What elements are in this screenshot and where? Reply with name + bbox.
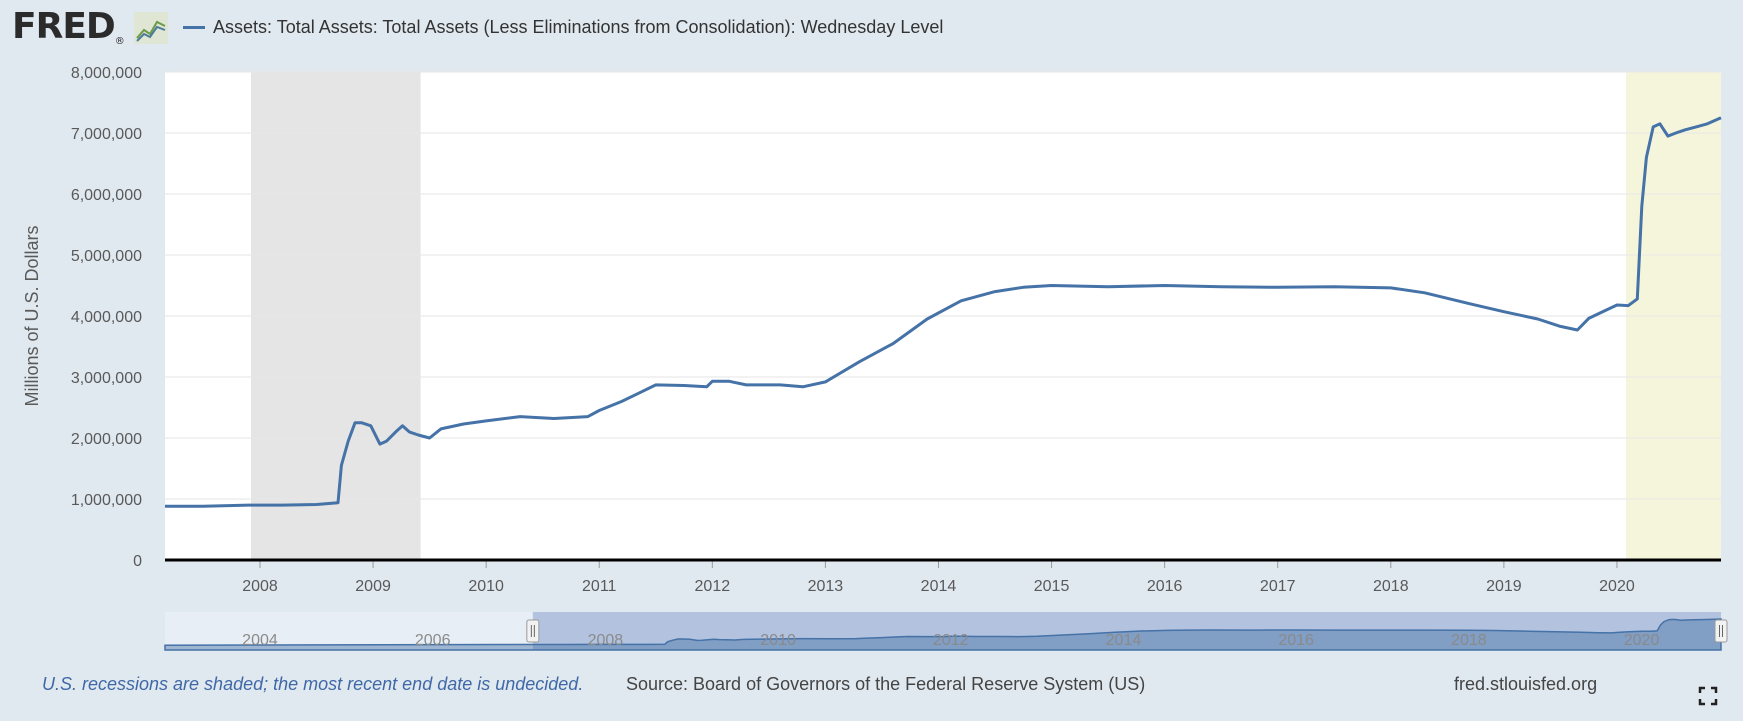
navigator-tick-label: 2008 [588, 632, 624, 649]
header: FRED® Assets: Total Assets: Total Assets… [0, 0, 1743, 56]
x-tick-label: 2017 [1260, 578, 1296, 595]
y-tick-label: 8,000,000 [71, 65, 142, 82]
x-tick-label: 2018 [1373, 578, 1409, 595]
legend-series-name: Assets: Total Assets: Total Assets (Less… [213, 17, 944, 37]
range-navigator[interactable]: 2004 2006 2008 2010 2012 2014 2016 2018 2020 [164, 612, 1728, 651]
navigator-tick-label: 2014 [1106, 632, 1142, 649]
navigator-tick-label: 2012 [933, 632, 969, 649]
legend-swatch [183, 26, 205, 29]
x-tick-label: 2009 [355, 578, 391, 595]
x-tick-label: 2016 [1147, 578, 1183, 595]
navigator-series-area [164, 618, 1722, 651]
y-tick-label: 4,000,000 [71, 309, 142, 326]
navigator-tick-label: 2004 [242, 632, 278, 649]
x-tick-label: 2013 [808, 578, 844, 595]
x-tick-label: 2014 [921, 578, 957, 595]
series-line [165, 116, 1722, 508]
legend[interactable]: Assets: Total Assets: Total Assets (Less… [183, 17, 943, 38]
site-link[interactable]: fred.stlouisfed.org [1454, 674, 1598, 694]
navigator-tick-label: 2018 [1451, 632, 1487, 649]
fred-graph-icon [134, 12, 168, 44]
fred-logo[interactable]: FRED® [12, 6, 125, 47]
fullscreen-icon[interactable] [1698, 686, 1718, 706]
x-tick-label: 2012 [695, 578, 731, 595]
navigator-tick-label: 2020 [1624, 632, 1660, 649]
navigator-tick-label: 2016 [1278, 632, 1314, 649]
y-tick-label: 6,000,000 [71, 187, 142, 204]
y-axis-label: Millions of U.S. Dollars [22, 225, 42, 406]
y-tick-label: 1,000,000 [71, 492, 142, 509]
y-tick-label: 7,000,000 [71, 126, 142, 143]
x-tick-label: 2008 [242, 578, 278, 595]
navigator-right-handle[interactable] [1714, 619, 1728, 643]
y-tick-label: 2,000,000 [71, 431, 142, 448]
x-tick-label: 2019 [1486, 578, 1522, 595]
y-tick-label: 0 [133, 553, 142, 570]
x-tick-label: 2015 [1034, 578, 1070, 595]
x-tick-label: 2010 [468, 578, 504, 595]
y-tick-label: 5,000,000 [71, 248, 142, 265]
navigator-left-handle[interactable] [526, 619, 540, 643]
x-tick-label: 2011 [582, 578, 617, 595]
x-tick-label: 2020 [1599, 578, 1635, 595]
navigator-tick-label: 2006 [415, 632, 451, 649]
navigator-tick-label: 2010 [760, 632, 796, 649]
recession-note: U.S. recessions are shaded; the most rec… [42, 674, 584, 694]
y-tick-label: 3,000,000 [71, 370, 142, 387]
source-text: Source: Board of Governors of the Federa… [626, 674, 1146, 694]
